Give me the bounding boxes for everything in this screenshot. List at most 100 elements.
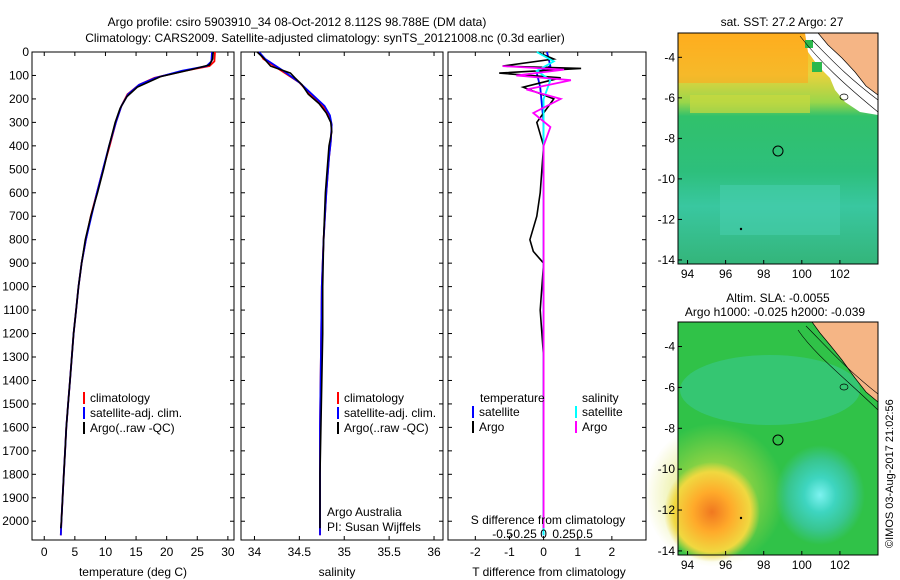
map-x-tick-label: 98 <box>757 558 771 572</box>
x-tick-label: 10 <box>99 545 113 559</box>
y-tick-label: 2000 <box>2 514 29 528</box>
legend-title-salinity: salinity <box>582 391 619 405</box>
s-tick-label: 0.25 <box>552 527 576 541</box>
y-tick-label: 100 <box>9 68 29 82</box>
x-tick-label: 25 <box>191 545 205 559</box>
s-tick-label: -0.5 <box>492 527 513 541</box>
y-tick-label: 400 <box>9 139 29 153</box>
annotation-pi: PI: Susan Wijffels <box>327 520 421 534</box>
legend-title-temperature: temperature <box>480 391 545 405</box>
depth-ticks: 0 100 200 300 400 500 600 700 800 900 1000 1100 1200… <box>2 45 234 528</box>
map-x-tick-label: 102 <box>830 558 850 572</box>
map-y-tick-label: -10 <box>658 462 676 476</box>
sla-orange-patch <box>664 462 760 562</box>
x-tick-label: 0 <box>41 545 48 559</box>
series-line-climatology <box>59 51 216 536</box>
map-y-tick-label: -6 <box>664 91 675 105</box>
y-tick-label: 1900 <box>2 491 29 505</box>
map-x-tick-label: 102 <box>830 267 850 281</box>
sst-map-title: sat. SST: 27.2 Argo: 27 <box>721 15 844 29</box>
legend-label-s-satellite: satellite <box>582 405 623 419</box>
map-x-tick-label: 94 <box>681 558 695 572</box>
y-tick-label: 700 <box>9 209 29 223</box>
x-tick-label: 30 <box>221 545 235 559</box>
temperature-xlabel: temperature (deg C) <box>79 565 187 579</box>
salinity-legend: climatology satellite-adj. clim. Argo(..… <box>337 391 436 435</box>
sla-map-ticks: 94 96 98 100 102 -4 -6 -8 -10 -12 -14 <box>658 340 851 572</box>
legend-label-argo: Argo(..raw -QC) <box>344 421 429 435</box>
series-line-salinity-satellite <box>535 51 556 536</box>
series-line-argo-raw-qc- <box>60 51 214 529</box>
salinity-series <box>256 51 333 536</box>
series-line-temperature-argo <box>499 51 582 529</box>
y-tick-label: 500 <box>9 162 29 176</box>
y-tick-label: 1800 <box>2 467 29 481</box>
map-y-tick-label: -4 <box>664 50 675 64</box>
temperature-x-ticks: 0 5 10 15 20 25 30 <box>41 52 235 559</box>
credit-timestamp: ©IMOS 03-Aug-2017 21:02:56 <box>884 399 896 548</box>
sst-warm-patch <box>678 33 808 83</box>
temperature-series <box>59 51 216 536</box>
map-x-tick-label: 96 <box>719 267 733 281</box>
difference-series <box>499 51 582 536</box>
s-tick-label: -0.25 <box>509 527 537 541</box>
y-tick-label: 1600 <box>2 420 29 434</box>
sst-map-panel: sat. SST: 27.2 Argo: 27 94 96 98 100 102 -4 -6… <box>658 15 879 281</box>
sst-contour-2 <box>799 35 879 113</box>
map-y-tick-label: -12 <box>658 503 676 517</box>
map-y-tick-label: -8 <box>664 131 675 145</box>
sla-island-dot <box>739 516 743 520</box>
map-x-tick-label: 94 <box>681 267 695 281</box>
sla-argo-position-marker <box>772 434 784 446</box>
annotation-argo-australia: Argo Australia <box>327 505 402 519</box>
map-x-tick-label: 100 <box>792 267 812 281</box>
temperature-axes-frame <box>31 51 235 541</box>
sla-map-title-2: Argo h1000: -0.025 h2000: -0.039 <box>685 305 865 319</box>
salinity-x-ticks: 34 34.5 35 35.5 36 <box>248 52 441 559</box>
x-tick-label: 20 <box>160 545 174 559</box>
legend-label-t-satellite: satellite <box>479 405 520 419</box>
sst-island-dot <box>739 227 743 231</box>
t-difference-xlabel: T difference from climatology <box>472 565 626 579</box>
map-x-tick-label: 98 <box>757 267 771 281</box>
y-tick-label: 300 <box>9 115 29 129</box>
legend-label-climatology: climatology <box>90 391 150 405</box>
y-tick-label: 800 <box>9 233 29 247</box>
legend-label-s-argo: Argo <box>582 420 608 434</box>
x-tick-label: -2 <box>470 545 481 559</box>
y-tick-label: 1300 <box>2 350 29 364</box>
s-difference-tick-labels: -0.5-0.25 0 0.25 0.5 <box>492 527 593 541</box>
temperature-panel: 0100200300400500600700800900100011001200… <box>2 45 235 579</box>
sla-map-frame <box>677 321 879 556</box>
title-line-2: Climatology: CARS2009. Satellite-adjuste… <box>85 31 565 45</box>
y-tick-label: 1400 <box>2 373 29 387</box>
map-y-tick-label: -6 <box>664 380 675 394</box>
legend-label-satellite: satellite-adj. clim. <box>344 406 436 420</box>
sst-yellow-band <box>690 95 810 113</box>
series-line-argo-raw-qc- <box>256 51 333 529</box>
x-tick-label: 36 <box>427 545 441 559</box>
sst-green-pixels <box>805 40 822 72</box>
sla-map-title-1: Altim. SLA: -0.0055 <box>726 291 830 305</box>
s-tick-label: 0.5 <box>576 527 593 541</box>
difference-legend: temperature salinity satellite Argo sate… <box>472 391 623 434</box>
x-tick-label: 2 <box>609 545 616 559</box>
series-line-satellite-adj-clim- <box>59 51 213 536</box>
map-y-tick-label: -8 <box>664 421 675 435</box>
map-y-tick-label: -14 <box>658 253 676 267</box>
x-tick-label: 0 <box>540 545 547 559</box>
salinity-xlabel: salinity <box>319 565 356 579</box>
s-difference-xlabel: S difference from climatology <box>471 513 626 527</box>
y-tick-label: 1100 <box>3 303 29 317</box>
sst-island <box>839 93 849 101</box>
map-x-tick-label: 96 <box>719 558 733 572</box>
y-tick-label: 200 <box>9 92 29 106</box>
salinity-depth-ticks <box>241 51 443 522</box>
legend-label-argo: Argo(..raw -QC) <box>90 421 175 435</box>
x-tick-label: 1 <box>574 545 581 559</box>
x-tick-label: 35 <box>338 545 352 559</box>
x-tick-label: 15 <box>129 545 143 559</box>
x-tick-label: 5 <box>72 545 79 559</box>
y-tick-label: 1500 <box>2 397 29 411</box>
